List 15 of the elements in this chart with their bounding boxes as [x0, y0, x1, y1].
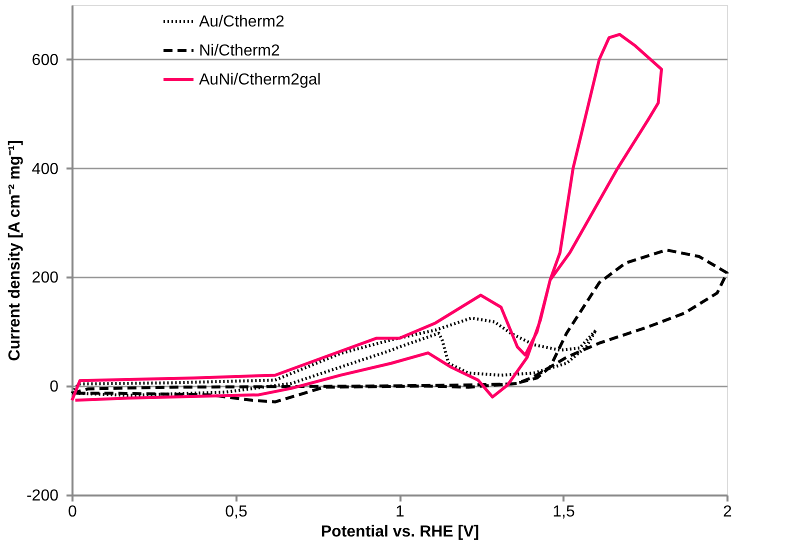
- y-tick-label: 0: [50, 378, 59, 396]
- x-tick-label: 2: [723, 504, 732, 520]
- y-tick-label: 400: [32, 160, 59, 178]
- legend-label: AuNi/Ctherm2gal: [199, 72, 321, 88]
- legend-label: Ni/Ctherm2: [199, 42, 280, 60]
- y-axis-title: Current density [A cm⁻² mg⁻¹]: [6, 140, 24, 361]
- y-tick-label: 200: [32, 270, 59, 287]
- x-tick-label: 0: [68, 504, 78, 520]
- x-tick-label: 1: [396, 504, 405, 520]
- x-tick-label: 1,5: [552, 504, 575, 520]
- legend-label: Au/Ctherm2: [199, 14, 284, 30]
- x-axis-title: Potential vs. RHE [V]: [320, 524, 480, 540]
- x-tick-label: 0,5: [225, 504, 248, 520]
- y-tick-label: 600: [32, 52, 59, 69]
- y-tick-label: -200: [26, 488, 59, 504]
